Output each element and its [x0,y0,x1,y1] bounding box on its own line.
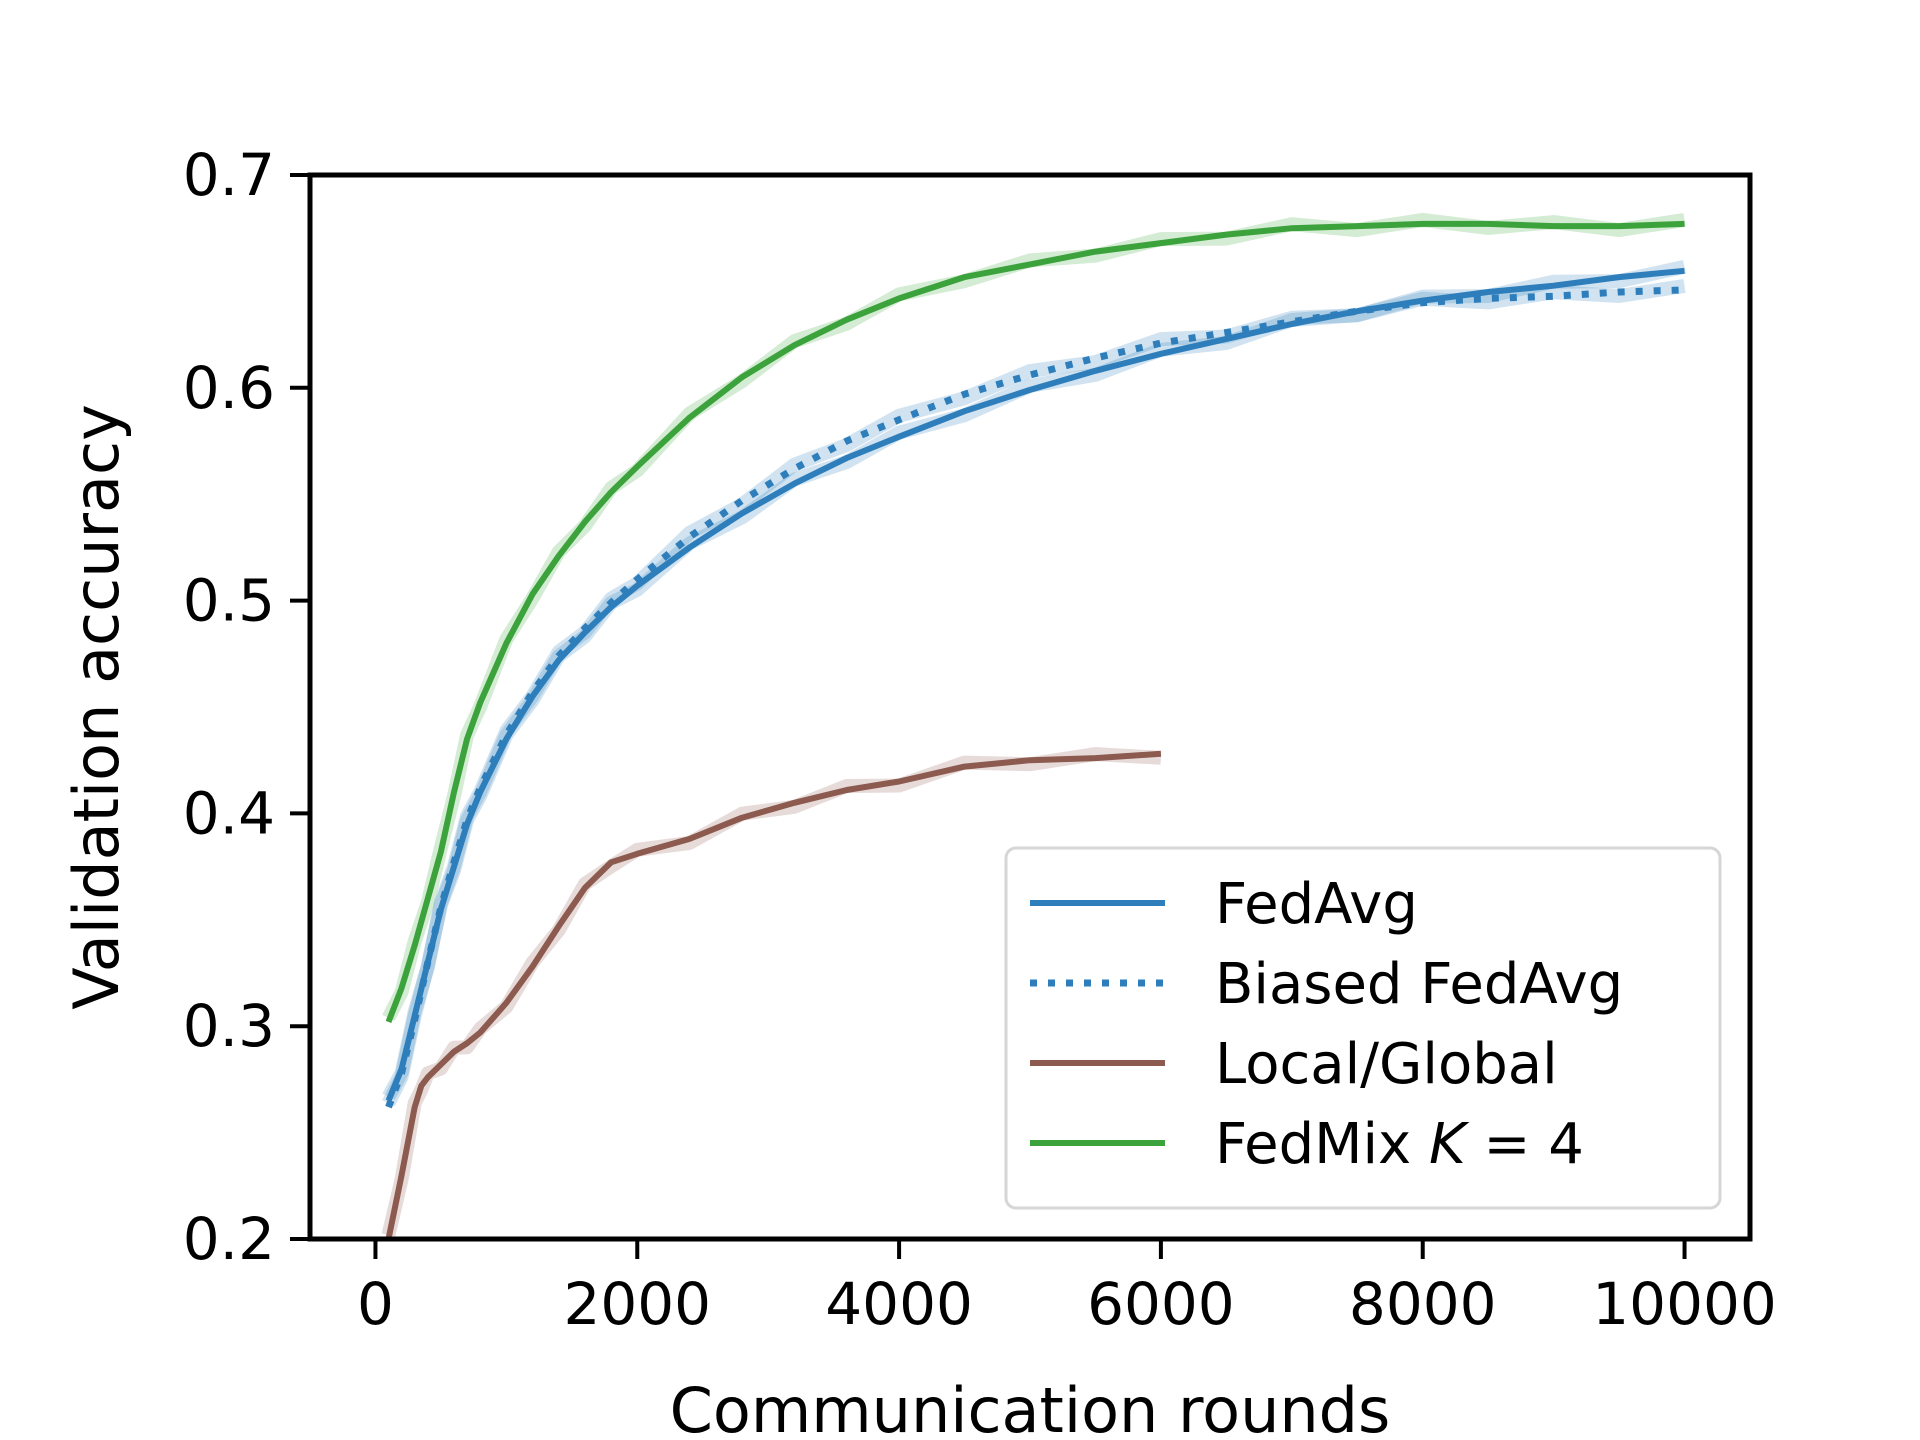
series-line [385,267,1685,1102]
plot-frame [307,172,1753,1242]
series-line [385,286,1685,1109]
legend: FedAvg Biased FedAvg Local/Global FedMix K … [1004,846,1722,1210]
x-tick-label: 10000 [1592,1270,1777,1338]
y-tick-label: 0.5 [183,567,275,635]
x-tick-label: 4000 [825,1270,973,1338]
y-axis: 0.2 0.3 0.4 0.5 0.6 0.7 [183,141,310,1273]
x-tick-label: 2000 [563,1270,711,1338]
series-line [385,750,1162,1240]
y-tick-label: 0.6 [183,354,275,422]
legend-label: Local/Global [1215,1032,1558,1097]
y-tick-label: 0.4 [183,779,275,847]
x-axis: 0 2000 4000 6000 8000 10000 [357,1239,1777,1338]
y-tick-label: 0.2 [183,1205,275,1273]
legend-box [1004,846,1722,1210]
legend-label: FedAvg [1215,872,1418,937]
y-tick-label: 0.7 [183,141,275,209]
y-tick-label: 0.3 [183,992,275,1060]
legend-label: FedMix K = 4 [1215,1112,1584,1177]
x-tick-label: 0 [357,1270,394,1338]
y-axis-title: Validation accuracy [60,404,133,1010]
series-lines [381,212,1686,1240]
x-tick-label: 6000 [1087,1270,1235,1338]
series-line [385,220,1685,1023]
x-tick-label: 8000 [1349,1270,1497,1338]
legend-label: Biased FedAvg [1215,952,1623,1017]
x-axis-title: Communication rounds [670,1374,1391,1440]
